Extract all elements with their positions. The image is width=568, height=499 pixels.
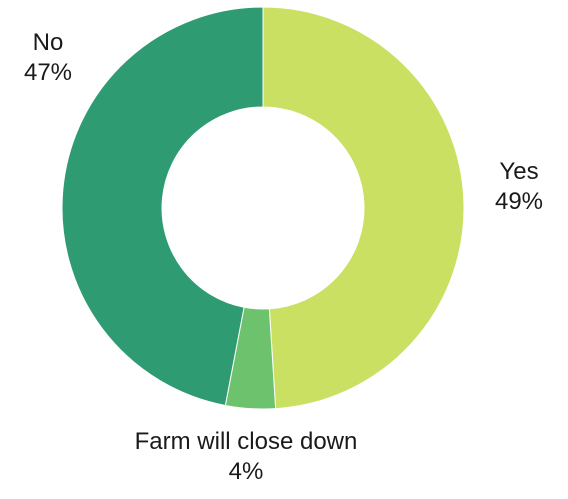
slice-label-farm-close-name: Farm will close down <box>134 428 358 455</box>
slice-label-yes-value: 49% <box>494 188 544 215</box>
slice-yes <box>262 6 465 410</box>
slice-label-yes: Yes 49% <box>470 157 568 217</box>
slice-label-no-name: No <box>32 29 64 56</box>
slice-label-yes-name: Yes <box>499 158 539 185</box>
slice-no <box>61 6 264 407</box>
slice-label-no-value: 47% <box>23 59 73 86</box>
slice-label-farm-close: Farm will close down 4% <box>108 427 384 487</box>
slice-label-farm-close-value: 4% <box>228 458 264 485</box>
slice-label-no: No 47% <box>8 28 88 88</box>
donut-slices <box>61 6 465 410</box>
